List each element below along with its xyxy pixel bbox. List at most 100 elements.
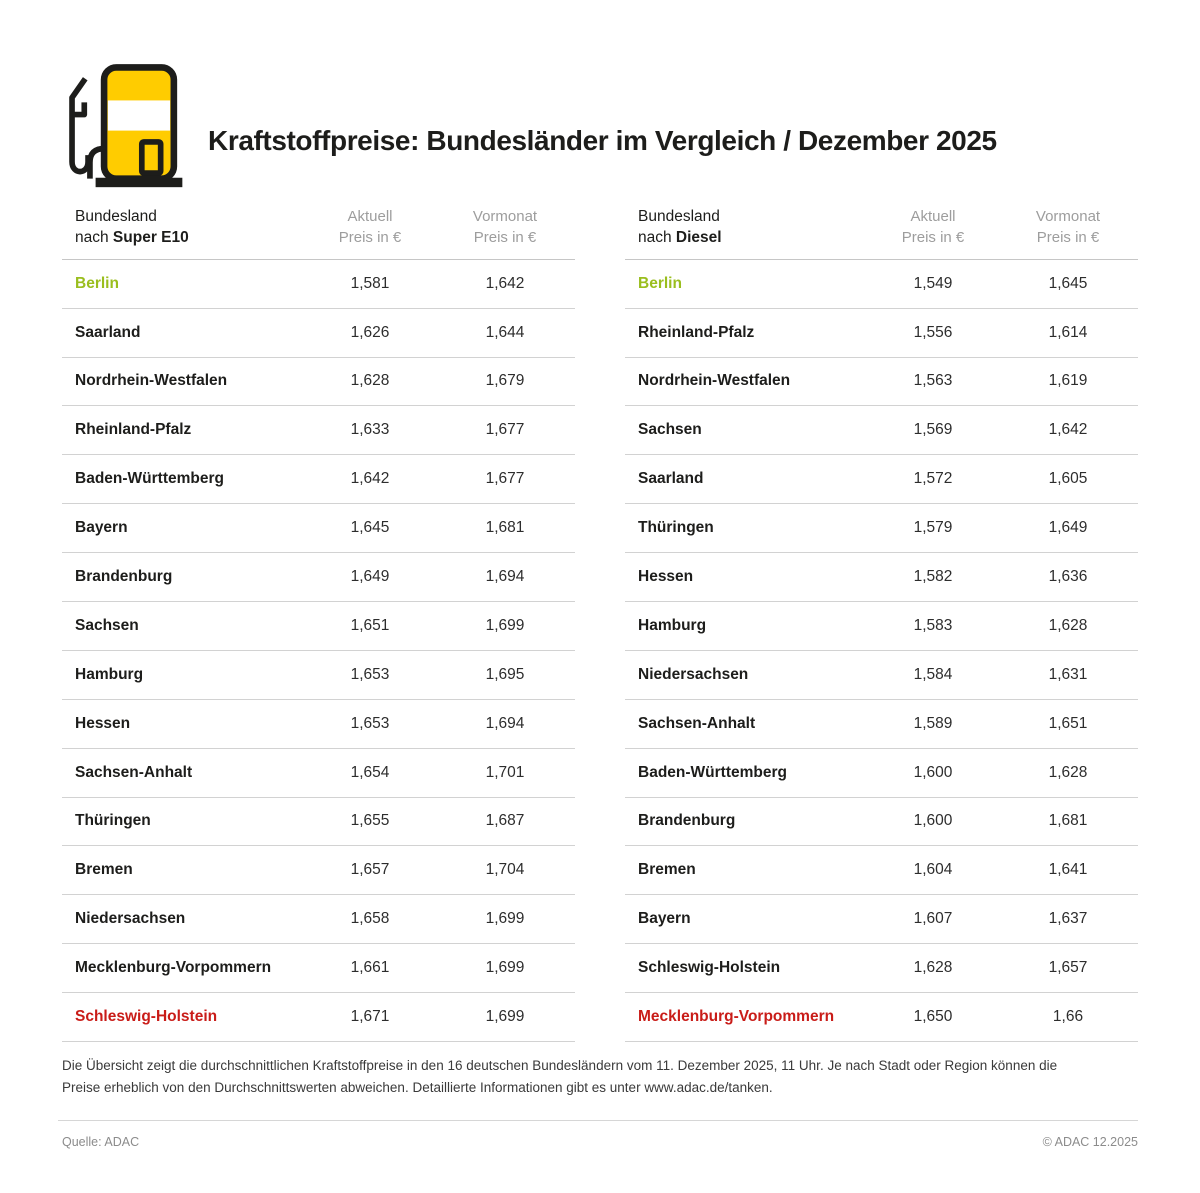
table-row: Berlin 1,549 1,645	[625, 260, 1138, 309]
price-aktuell: 1,600	[913, 763, 953, 781]
table-row: Sachsen-Anhalt 1,589 1,651	[625, 700, 1138, 749]
price-vormonat: 1,679	[485, 372, 525, 390]
page-title: Kraftstoffpreise: Bundesländer im Vergle…	[208, 125, 997, 156]
table-row: Niedersachsen 1,584 1,631	[625, 651, 1138, 700]
price-aktuell: 1,604	[913, 861, 953, 879]
price-aktuell: 1,600	[913, 812, 953, 830]
table-row: Thüringen 1,579 1,649	[625, 504, 1138, 554]
vormonat-line2: Preis in €	[473, 229, 537, 247]
aktuell-line1: Aktuell	[910, 208, 956, 226]
price-vormonat: 1,681	[485, 519, 525, 537]
table-row: Bremen 1,604 1,641	[625, 846, 1138, 896]
state-name: Bremen	[638, 861, 696, 879]
price-vormonat: 1,641	[1048, 861, 1088, 879]
table-row: Schleswig-Holstein 1,628 1,657	[625, 944, 1138, 994]
table-body: Berlin 1,581 1,642 Saarland 1,626 1,644 …	[62, 260, 575, 1042]
price-vormonat: 1,649	[1048, 519, 1088, 537]
price-vormonat: 1,695	[485, 665, 525, 683]
header-line2-prefix: nach	[75, 229, 113, 247]
table-row: Brandenburg 1,600 1,681	[625, 798, 1138, 847]
price-aktuell: 1,563	[913, 372, 953, 390]
price-vormonat: 1,66	[1052, 1008, 1084, 1026]
price-vormonat: 1,694	[485, 568, 525, 586]
aktuell-line1: Aktuell	[347, 208, 393, 226]
price-vormonat: 1,642	[485, 274, 525, 292]
price-aktuell: 1,654	[350, 763, 390, 781]
column-header-bundesland: Bundesland nach Super E10	[62, 206, 305, 249]
price-aktuell: 1,628	[913, 959, 953, 977]
source-label: Quelle: ADAC	[62, 1134, 140, 1149]
state-name: Baden-Württemberg	[75, 470, 224, 488]
state-name: Berlin	[638, 274, 682, 292]
state-name: Nordrhein-Westfalen	[638, 372, 791, 390]
price-aktuell: 1,626	[350, 323, 390, 341]
price-vormonat: 1,645	[1048, 274, 1088, 292]
price-aktuell: 1,671	[350, 1008, 390, 1026]
state-name: Saarland	[638, 470, 704, 488]
price-aktuell: 1,572	[913, 470, 953, 488]
table-row: Mecklenburg-Vorpommern 1,650 1,66	[625, 993, 1138, 1042]
table-super-e10: Bundesland nach Super E10 Aktuell Preis …	[62, 206, 575, 1042]
price-aktuell: 1,661	[350, 959, 390, 977]
table-row: Hessen 1,653 1,694	[62, 700, 575, 749]
table-row: Niedersachsen 1,658 1,699	[62, 895, 575, 945]
table-row: Bayern 1,607 1,637	[625, 895, 1138, 945]
price-aktuell: 1,584	[913, 665, 953, 683]
state-name: Niedersachsen	[75, 910, 186, 928]
header-line2-prefix: nach	[638, 229, 676, 247]
price-vormonat: 1,614	[1048, 323, 1088, 341]
state-name: Thüringen	[75, 812, 151, 830]
price-vormonat: 1,657	[1048, 959, 1088, 977]
column-header-vormonat: Vormonat Preis in €	[435, 207, 575, 248]
header-line1: Bundesland	[638, 208, 720, 225]
state-name: Niedersachsen	[638, 665, 749, 683]
price-vormonat: 1,651	[1048, 714, 1088, 732]
price-vormonat: 1,687	[485, 812, 525, 830]
footer: Quelle: ADAC © ADAC 12.2025	[58, 1135, 1138, 1149]
price-vormonat: 1,642	[1048, 421, 1088, 439]
price-vormonat: 1,631	[1048, 665, 1088, 683]
masthead: Kraftstoffpreise: Bundesländer im Vergle…	[58, 58, 1138, 190]
price-aktuell: 1,628	[350, 372, 390, 390]
price-aktuell: 1,581	[350, 274, 390, 292]
table-row: Hamburg 1,653 1,695	[62, 651, 575, 700]
price-vormonat: 1,677	[485, 421, 525, 439]
state-name: Hessen	[75, 714, 131, 732]
price-vormonat: 1,619	[1048, 372, 1088, 390]
state-name: Bremen	[75, 861, 133, 879]
table-header: Bundesland nach Super E10 Aktuell Preis …	[62, 206, 575, 260]
table-row: Saarland 1,626 1,644	[62, 309, 575, 358]
table-row: Mecklenburg-Vorpommern 1,661 1,699	[62, 944, 575, 994]
copyright-label: © ADAC 12.2025	[1042, 1134, 1138, 1149]
table-row: Sachsen 1,569 1,642	[625, 406, 1138, 456]
vormonat-line1: Vormonat	[472, 208, 538, 226]
state-name: Rheinland-Pfalz	[638, 323, 755, 341]
state-name: Sachsen-Anhalt	[638, 714, 756, 732]
table-body: Berlin 1,549 1,645 Rheinland-Pfalz 1,556…	[625, 260, 1138, 1042]
price-vormonat: 1,637	[1048, 910, 1088, 928]
state-name: Hessen	[638, 568, 694, 586]
state-name: Hamburg	[75, 665, 144, 683]
price-aktuell: 1,607	[913, 910, 953, 928]
price-aktuell: 1,653	[350, 665, 390, 683]
table-row: Brandenburg 1,649 1,694	[62, 553, 575, 602]
footer-divider	[58, 1119, 1138, 1121]
state-name: Schleswig-Holstein	[75, 1008, 218, 1026]
state-name: Rheinland-Pfalz	[75, 421, 192, 439]
price-aktuell: 1,657	[350, 861, 390, 879]
price-aktuell: 1,645	[350, 519, 390, 537]
aktuell-line2: Preis in €	[338, 229, 402, 247]
price-vormonat: 1,628	[1048, 616, 1088, 634]
column-header-aktuell: Aktuell Preis in €	[868, 207, 998, 248]
state-name: Mecklenburg-Vorpommern	[638, 1008, 835, 1026]
table-row: Baden-Württemberg 1,600 1,628	[625, 749, 1138, 798]
column-header-aktuell: Aktuell Preis in €	[305, 207, 435, 248]
price-aktuell: 1,583	[913, 616, 953, 634]
state-name: Brandenburg	[638, 812, 736, 830]
state-name: Sachsen-Anhalt	[75, 763, 193, 781]
table-header: Bundesland nach Diesel Aktuell Preis in …	[625, 206, 1138, 260]
price-vormonat: 1,704	[485, 861, 525, 879]
price-aktuell: 1,549	[913, 274, 953, 292]
state-name: Hamburg	[638, 616, 707, 634]
